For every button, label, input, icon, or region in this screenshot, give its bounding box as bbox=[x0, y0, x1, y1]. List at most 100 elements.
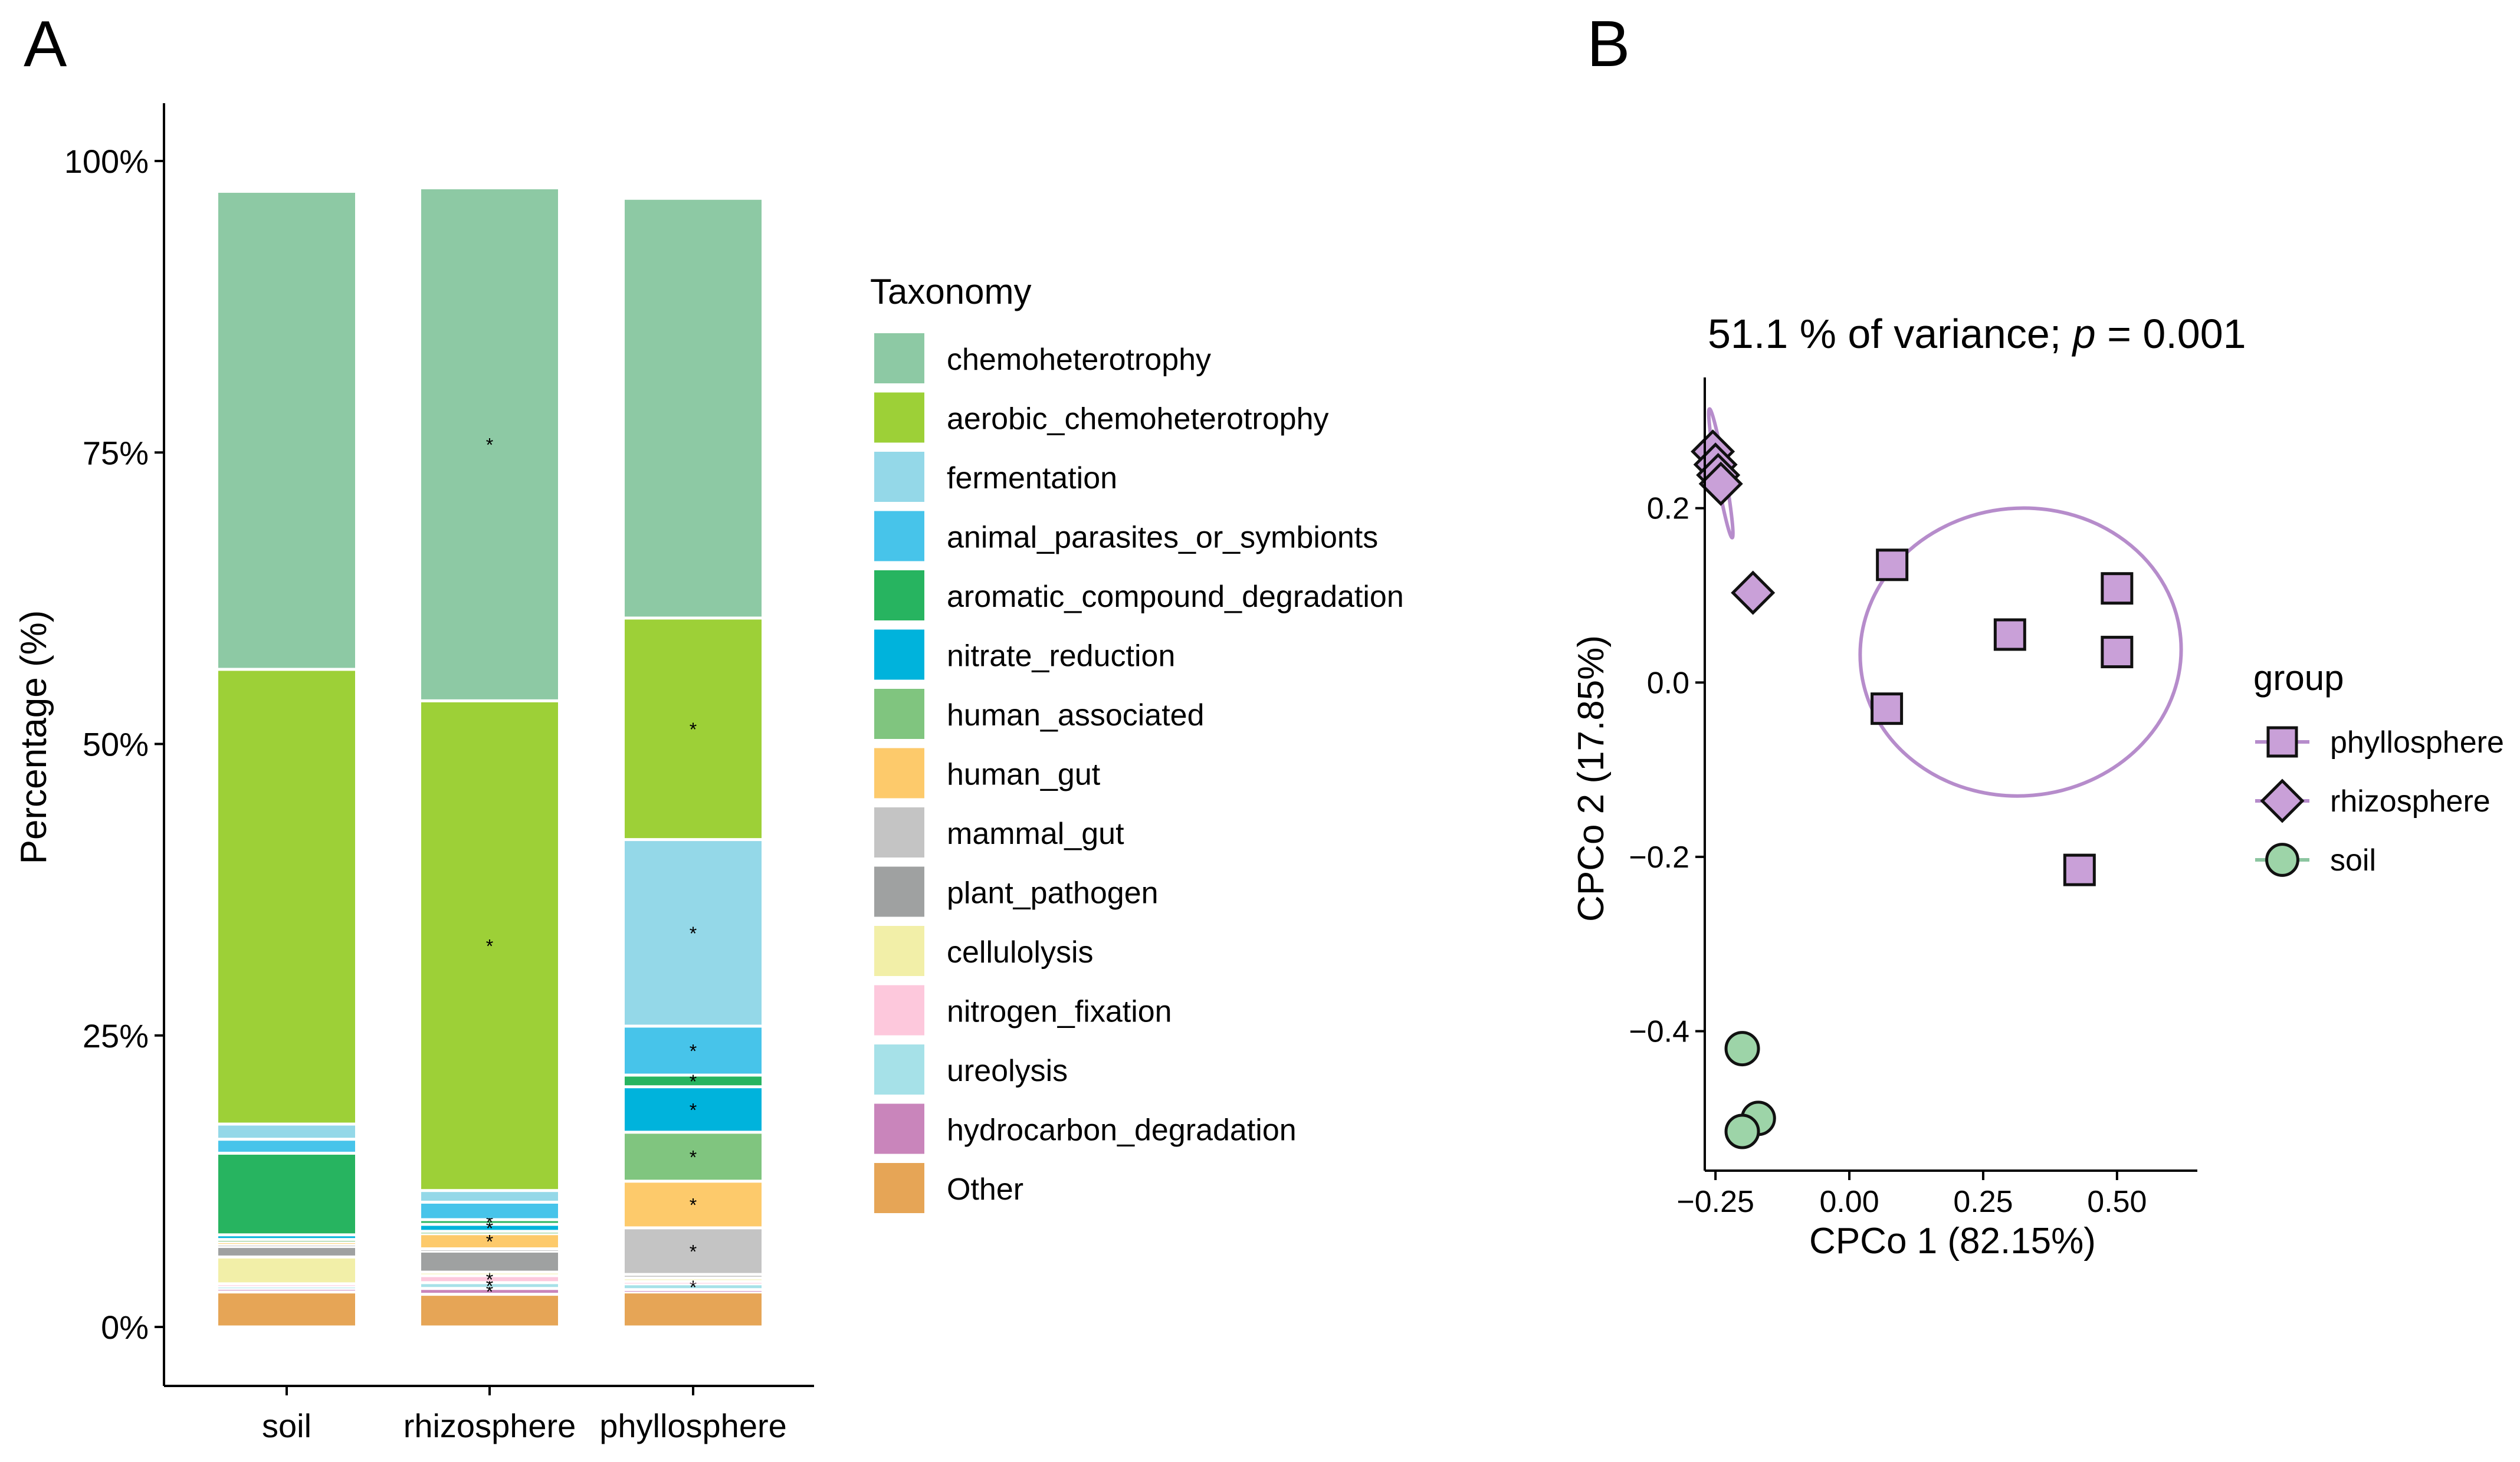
legend-label: nitrate_reduction bbox=[947, 639, 1175, 673]
b-ticks: −0.25 0.00 0.25 0.50 0.2 0.0 −0.2 −0.4 bbox=[1629, 492, 2147, 1219]
b-y-tick-label: −0.2 bbox=[1629, 840, 1689, 875]
a-y-tick-label: 100% bbox=[64, 143, 149, 180]
data-point-soil bbox=[1724, 1031, 1760, 1067]
significance-marker: * bbox=[690, 1040, 697, 1062]
bar-segment-plant-pathogen bbox=[625, 1276, 762, 1277]
legend-swatch-nitrate-reduction bbox=[874, 629, 924, 680]
legend-swatch-ureolysis bbox=[874, 1044, 924, 1095]
bar-segment-aromatic-compound-degradation bbox=[218, 1154, 355, 1234]
b-legend-title: group bbox=[2253, 658, 2344, 698]
bar-segment-hydrocarbon-degradation bbox=[421, 1290, 558, 1293]
significance-marker: * bbox=[690, 923, 697, 944]
significance-marker: * bbox=[690, 1241, 697, 1262]
legend-label: cellulolysis bbox=[947, 935, 1094, 970]
bar-segment-nitrate-reduction bbox=[218, 1236, 355, 1238]
bar-segment-aerobic-chemoheterotrophy bbox=[218, 671, 355, 1123]
bar-segment-fermentation bbox=[421, 1192, 558, 1201]
bar-segment-hydrocarbon-degradation bbox=[625, 1291, 762, 1292]
data-point-phyllosphere bbox=[1876, 548, 1909, 581]
a-legend-title: Taxonomy bbox=[870, 272, 1031, 311]
bar-segment-ureolysis bbox=[218, 1287, 355, 1289]
legend-label: aromatic_compound_degradation bbox=[947, 580, 1404, 614]
legend-key-marker-rhizosphere bbox=[2260, 778, 2305, 823]
a-legend: chemoheterotrophy aerobic_chemoheterotrop… bbox=[874, 333, 1404, 1213]
legend-label: animal_parasites_or_symbionts bbox=[947, 521, 1378, 555]
legend-label: chemoheterotrophy bbox=[947, 343, 1211, 377]
legend-swatch-Other bbox=[874, 1163, 924, 1213]
significance-marker: * bbox=[486, 1269, 493, 1290]
bar-segment-aerobic-chemoheterotrophy bbox=[625, 619, 762, 839]
legend-label: soil bbox=[2330, 843, 2376, 878]
bar-segment-nitrogen-fixation bbox=[421, 1277, 558, 1282]
b-x-tick-label: 0.25 bbox=[1953, 1185, 2013, 1219]
a-x-ticks: soil rhizosphere phyllosphere bbox=[262, 1386, 787, 1444]
bar-segment-mammal-gut bbox=[625, 1229, 762, 1273]
legend-label: human_gut bbox=[947, 758, 1101, 792]
data-point-rhizosphere bbox=[1698, 461, 1743, 506]
legend-swatch-animal-parasites-or-symbionts bbox=[874, 511, 924, 561]
bar-segment-nitrogen-fixation bbox=[218, 1285, 355, 1286]
legend-label: plant_pathogen bbox=[947, 876, 1159, 911]
stacked-bar-chart: Percentage (%) 0%25%50%75%100% *********… bbox=[14, 103, 1404, 1444]
b-x-tick-label: 0.50 bbox=[2087, 1185, 2147, 1219]
significance-marker: * bbox=[690, 1099, 697, 1121]
bar-segment-chemoheterotrophy bbox=[625, 199, 762, 617]
b-title-suffix: = 0.001 bbox=[2096, 311, 2246, 357]
legend-swatch-fermentation bbox=[874, 452, 924, 502]
b-chart-title: 51.1 % of variance; p = 0.001 bbox=[1708, 311, 2246, 357]
a-y-tick-label: 75% bbox=[83, 434, 149, 471]
data-point-phyllosphere bbox=[2063, 853, 2096, 886]
significance-marker: * bbox=[690, 1071, 697, 1092]
a-bars: ***************** bbox=[218, 189, 762, 1326]
legend-swatch-hydrocarbon-degradation bbox=[874, 1103, 924, 1154]
bar-segment-human-gut bbox=[625, 1182, 762, 1227]
confidence-ellipse-phyllosphere bbox=[1858, 506, 2183, 798]
legend-swatch-aromatic-compound-degradation bbox=[874, 570, 924, 620]
legend-swatch-human-gut bbox=[874, 748, 924, 799]
a-y-tick-label: 0% bbox=[101, 1309, 149, 1346]
b-ellipses bbox=[1707, 407, 2183, 798]
data-point-phyllosphere bbox=[1871, 692, 1904, 725]
bar-segment-Other bbox=[625, 1293, 762, 1326]
significance-marker: * bbox=[690, 1194, 697, 1215]
legend-label: rhizosphere bbox=[2330, 784, 2491, 819]
legend-swatch-mammal-gut bbox=[874, 807, 924, 858]
legend-label: nitrogen_fixation bbox=[947, 995, 1172, 1029]
bar-segment-aromatic-compound-degradation bbox=[421, 1221, 558, 1223]
b-y-tick-label: −0.4 bbox=[1629, 1015, 1689, 1049]
data-point-soil bbox=[1724, 1113, 1760, 1149]
legend-key-marker-soil bbox=[2265, 843, 2299, 877]
legend-label: fermentation bbox=[947, 461, 1117, 495]
data-point-phyllosphere bbox=[2101, 636, 2134, 669]
significance-marker: * bbox=[690, 719, 697, 740]
b-x-tick-label: 0.00 bbox=[1819, 1185, 1879, 1219]
bar-segment-chemoheterotrophy bbox=[218, 192, 355, 668]
a-x-tick-label: rhizosphere bbox=[403, 1407, 576, 1444]
bar-segment-ureolysis bbox=[421, 1284, 558, 1287]
a-x-tick-label: phyllosphere bbox=[599, 1407, 787, 1444]
legend-swatch-aerobic-chemoheterotrophy bbox=[874, 392, 924, 443]
b-title-prefix: 51.1 % of variance; bbox=[1708, 311, 2073, 357]
b-x-tick-label: −0.25 bbox=[1676, 1185, 1754, 1219]
b-legend: phyllosphere rhizosphere soil bbox=[2255, 725, 2504, 878]
significance-marker: * bbox=[486, 1218, 493, 1239]
bar-segment-Other bbox=[421, 1296, 558, 1326]
legend-swatch-nitrogen-fixation bbox=[874, 985, 924, 1036]
bar-segment-cellulolysis bbox=[625, 1279, 762, 1280]
bar-segment-animal-parasites-or-symbionts bbox=[421, 1203, 558, 1218]
significance-marker: * bbox=[690, 1277, 697, 1298]
bar-segment-aerobic-chemoheterotrophy bbox=[421, 702, 558, 1190]
legend-label: human_associated bbox=[947, 698, 1205, 732]
bar-segment-aromatic-compound-degradation bbox=[625, 1076, 762, 1086]
b-x-axis-title: CPCo 1 (82.15%) bbox=[1809, 1221, 2096, 1261]
bar-segment-fermentation bbox=[625, 841, 762, 1025]
data-point-phyllosphere bbox=[1993, 618, 2026, 651]
data-point-rhizosphere bbox=[1731, 570, 1776, 615]
pcoa-scatter-chart: 51.1 % of variance; p = 0.001 CPCo 1 (82… bbox=[1571, 311, 2504, 1261]
legend-key-marker-phyllosphere bbox=[2266, 726, 2298, 758]
bar-segment-animal-parasites-or-symbionts bbox=[218, 1141, 355, 1152]
panel-label-b: B bbox=[1587, 8, 1630, 80]
a-y-tick-label: 25% bbox=[83, 1017, 149, 1054]
bar-segment-Other bbox=[218, 1293, 355, 1326]
significance-marker: * bbox=[486, 1231, 493, 1253]
